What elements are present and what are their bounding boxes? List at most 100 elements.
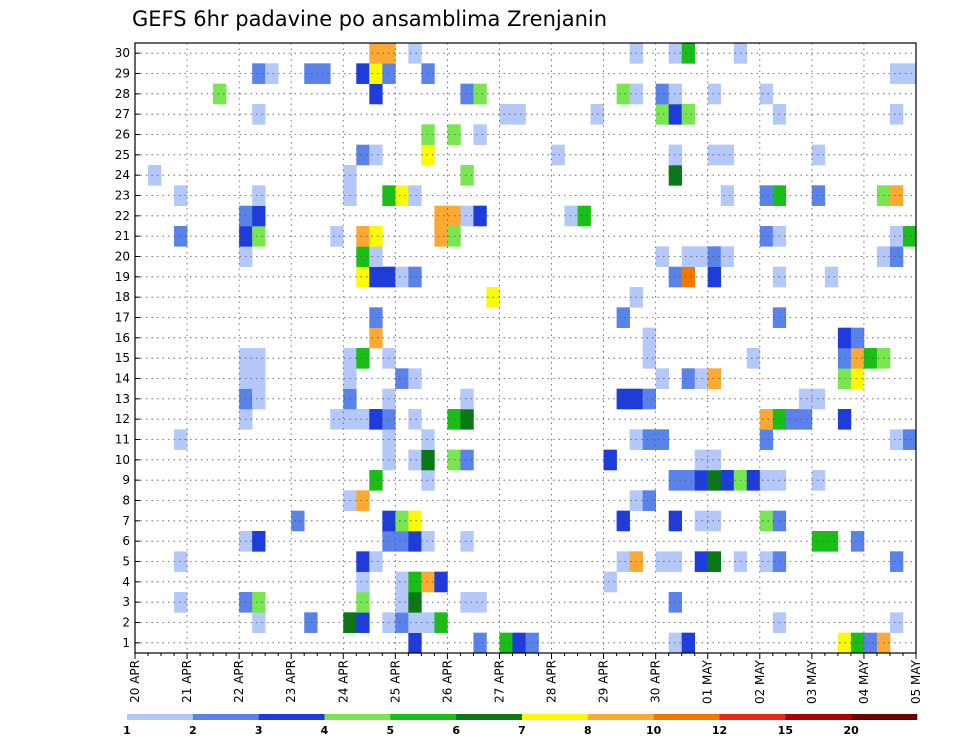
heatmap-cell: [408, 185, 422, 206]
heatmap-cell: [889, 63, 904, 84]
heatmap-cell: [681, 266, 696, 288]
heatmap-cell: [681, 368, 696, 389]
x-tick-label: 22 APR: [232, 660, 246, 703]
y-tick-label: 21: [115, 229, 130, 243]
heatmap-cell: [720, 470, 735, 491]
x-tick-label: 20 APR: [128, 660, 142, 703]
heatmap-cell: [421, 470, 435, 491]
heatmap-cell: [811, 470, 826, 491]
heatmap-cell: [356, 226, 370, 247]
heatmap-cell: [356, 409, 370, 430]
heatmap-cell: [421, 449, 435, 471]
x-tick-label: 04 MAY: [857, 659, 871, 704]
heatmap-cell: [720, 246, 735, 267]
heatmap-cell: [252, 368, 266, 389]
y-tick-label: 16: [115, 331, 130, 345]
heatmap-cell: [655, 368, 669, 389]
heatmap-cell: [369, 266, 383, 288]
heatmap-cell: [473, 205, 487, 227]
y-tick-label: 2: [122, 616, 130, 630]
heatmap-cell: [889, 551, 904, 572]
heatmap-cell: [408, 43, 422, 64]
heatmap-cell: [408, 510, 422, 532]
heatmap-cell: [369, 307, 383, 328]
heatmap-cell: [252, 348, 266, 369]
heatmap-cell: [421, 144, 435, 166]
heatmap-cell: [356, 144, 370, 166]
y-tick-label: 29: [115, 67, 130, 81]
legend: 1 2 3 4 5 6 7 8 10 12 15 20: [123, 714, 918, 737]
y-tick-label: 22: [115, 209, 130, 223]
heatmap-cell: [759, 429, 774, 450]
heatmap-cell: [746, 348, 761, 369]
gridlines: [135, 43, 916, 653]
heatmap-cell: [694, 246, 709, 267]
heatmap-cell: [707, 449, 722, 471]
heatmap-cell: [369, 63, 383, 84]
heatmap-cell: [369, 551, 383, 572]
heatmap-cell: [655, 246, 669, 267]
heatmap-cell: [265, 63, 279, 84]
heatmap-cell: [759, 409, 774, 430]
heatmap-cell: [694, 449, 709, 471]
heatmap-cell: [369, 409, 383, 430]
heatmap-cell: [473, 592, 487, 613]
heatmap-cell: [252, 612, 266, 633]
legend-swatch: [522, 714, 589, 720]
heatmap-cell: [694, 551, 709, 572]
legend-label: 8: [584, 724, 592, 737]
heatmap-cell: [434, 226, 448, 247]
heatmap-cell: [902, 429, 917, 450]
y-tick-label: 26: [115, 128, 130, 142]
heatmap-cell: [356, 246, 370, 267]
heatmap-cell: [421, 612, 435, 633]
heatmap-cell: [707, 83, 722, 105]
y-tick-label: 5: [122, 555, 130, 569]
heatmap-cell: [395, 266, 409, 288]
y-tick-label: 12: [115, 412, 130, 426]
heatmap-cell: [473, 83, 487, 105]
heatmap-cell: [369, 43, 383, 64]
heatmap-cell: [395, 368, 409, 389]
heatmap-cell: [759, 185, 774, 206]
heatmap-cell: [642, 348, 656, 369]
heatmap-cell: [694, 470, 709, 491]
heatmap-cell: [369, 144, 383, 166]
heatmap-cell: [850, 531, 865, 552]
heatmap-cell: [707, 246, 722, 267]
x-axis: 20 APR 21 APR 22 APR 23 APR 24 APR 25 APR 26 A…: [128, 653, 923, 704]
heatmap-cell: [655, 551, 669, 572]
heatmap-cell: [785, 409, 800, 430]
heatmap-cell: [655, 104, 669, 125]
y-tick-label: 18: [115, 290, 130, 304]
heatmap-cell: [850, 348, 865, 369]
y-tick-label: 15: [115, 351, 130, 365]
heatmap-cell: [356, 551, 370, 572]
heatmap-cell: [564, 205, 578, 227]
y-tick-label: 19: [115, 270, 130, 284]
x-tick-label: 23 APR: [284, 660, 298, 703]
x-tick-label: 29 APR: [597, 660, 611, 703]
legend-label: 4: [321, 724, 329, 737]
heatmap-cell: [551, 144, 565, 166]
x-tick-label: 02 MAY: [753, 659, 767, 704]
heatmap-cell: [889, 612, 904, 633]
heatmap-cell: [811, 388, 826, 410]
legend-swatch: [785, 714, 852, 720]
y-tick-label: 8: [122, 494, 130, 508]
heatmap-cell: [681, 632, 696, 654]
legend-label: 20: [844, 724, 860, 737]
heatmap-cell: [902, 226, 917, 247]
heatmap-cell: [174, 226, 188, 247]
legend-swatch: [258, 714, 325, 720]
heatmap-cell: [395, 531, 409, 552]
legend-swatch: [192, 714, 259, 720]
heatmap-cell: [512, 104, 526, 125]
y-tick-label: 6: [122, 534, 130, 548]
heatmap-cell: [577, 205, 591, 227]
heatmap-cell: [616, 510, 630, 532]
heatmap-cell: [642, 327, 656, 349]
heatmap-cell: [850, 632, 865, 654]
x-tick-label: 21 APR: [180, 660, 194, 703]
legend-label: 10: [646, 724, 662, 737]
